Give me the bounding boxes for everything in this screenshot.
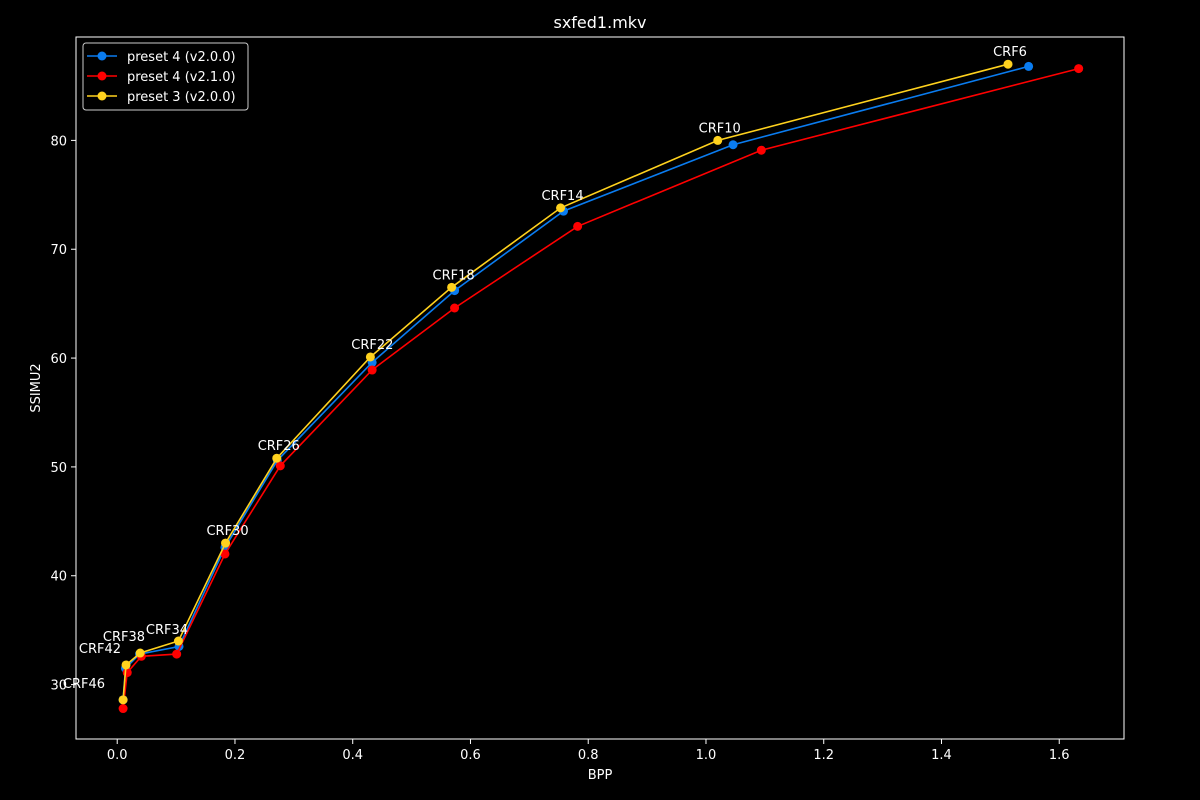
crf-annotation: CRF6 [993, 45, 1027, 60]
plot-area: CRF6CRF10CRF14CRF18CRF22CRF26CRF30CRF34C… [63, 45, 1084, 714]
legend-item: preset 4 (v2.1.0) [87, 70, 236, 85]
legend-label: preset 4 (v2.0.0) [127, 50, 236, 65]
x-tick-label: 0.4 [342, 748, 363, 763]
crf-annotation: CRF22 [351, 338, 393, 353]
y-axis-label: SSIMU2 [29, 363, 44, 412]
chart-title: sxfed1.mkv [553, 13, 646, 32]
crf-annotation: CRF26 [258, 439, 300, 454]
data-point [118, 704, 128, 714]
x-tick-label: 1.6 [1049, 748, 1070, 763]
legend-item: preset 3 (v2.0.0) [87, 90, 236, 105]
legend-marker [97, 91, 107, 101]
y-tick-label: 60 [50, 352, 67, 367]
y-tick-label: 40 [50, 570, 67, 585]
data-point [220, 549, 230, 559]
crf-annotation: CRF34 [146, 623, 188, 638]
legend: preset 4 (v2.0.0) preset 4 (v2.1.0) preset… [82, 42, 249, 111]
data-point [221, 538, 231, 548]
data-point [275, 461, 285, 471]
crf-annotation: CRF14 [541, 189, 583, 204]
data-point [1024, 61, 1034, 71]
data-point [447, 282, 457, 292]
x-tick-label: 0.8 [578, 748, 599, 763]
x-tick-label: 0.2 [225, 748, 246, 763]
x-tick-label: 1.4 [931, 748, 952, 763]
crf-annotation: CRF10 [699, 121, 741, 136]
crf-annotation: CRF18 [433, 268, 475, 283]
legend-marker [97, 71, 107, 81]
data-point [1003, 59, 1013, 69]
data-point [713, 135, 723, 145]
data-point [365, 352, 375, 362]
data-point [728, 140, 738, 150]
legend-marker [97, 51, 107, 61]
data-point [121, 660, 131, 670]
crf-annotation: CRF30 [206, 524, 248, 539]
legend-label: preset 4 (v2.1.0) [127, 70, 236, 85]
crf-annotation: CRF38 [103, 630, 145, 645]
data-point [367, 365, 377, 375]
x-axis: 0.0 0.2 0.4 0.6 0.8 1.0 1.2 1.4 1.6 [107, 739, 1070, 763]
legend-box [82, 42, 249, 111]
x-tick-label: 0.6 [460, 748, 481, 763]
x-tick-label: 0.0 [107, 748, 128, 763]
data-point [756, 145, 766, 155]
crf-annotation: CRF42 [79, 642, 121, 657]
x-tick-label: 1.2 [813, 748, 834, 763]
data-point [172, 649, 182, 659]
x-tick-label: 1.0 [696, 748, 717, 763]
data-point [173, 636, 183, 646]
x-axis-label: BPP [588, 768, 613, 783]
y-tick-label: 80 [50, 134, 67, 149]
data-point [118, 695, 128, 705]
y-axis: 30 40 50 60 70 80 [50, 134, 76, 694]
data-point [1074, 64, 1084, 74]
y-tick-label: 70 [50, 243, 67, 258]
y-tick-label: 30 [50, 679, 67, 694]
series-2 [118, 64, 1084, 714]
axes-frame [75, 36, 1125, 740]
data-point [573, 221, 583, 231]
data-point [556, 203, 566, 213]
data-point [272, 453, 282, 463]
data-point [135, 648, 145, 658]
crf-annotation: CRF46 [63, 677, 105, 692]
y-tick-label: 50 [50, 461, 67, 476]
data-point [450, 303, 460, 313]
legend-label: preset 3 (v2.0.0) [127, 90, 236, 105]
data-point [122, 668, 132, 678]
legend-item: preset 4 (v2.0.0) [87, 50, 236, 65]
series-3 [118, 59, 1013, 705]
